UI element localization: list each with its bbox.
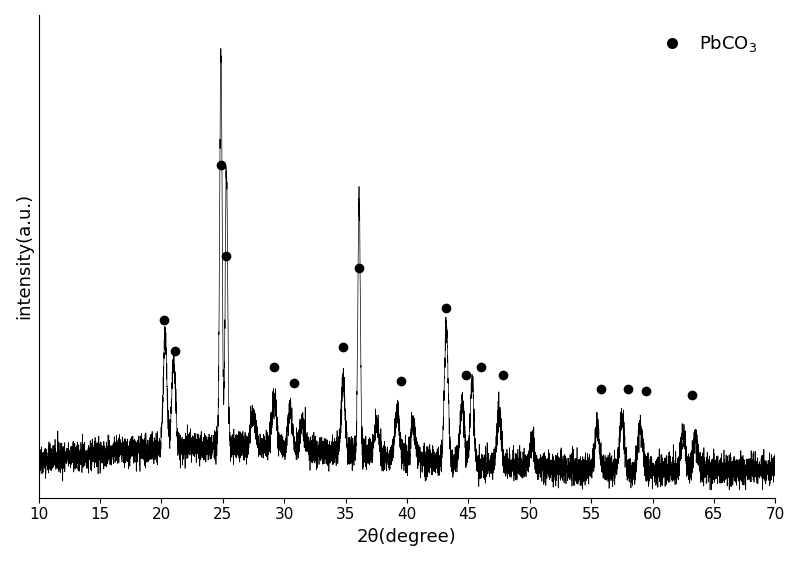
Legend: PbCO$_3$: PbCO$_3$ [645, 24, 766, 63]
X-axis label: 2θ(degree): 2θ(degree) [357, 528, 457, 546]
Y-axis label: intensity(a.u.): intensity(a.u.) [15, 194, 33, 319]
